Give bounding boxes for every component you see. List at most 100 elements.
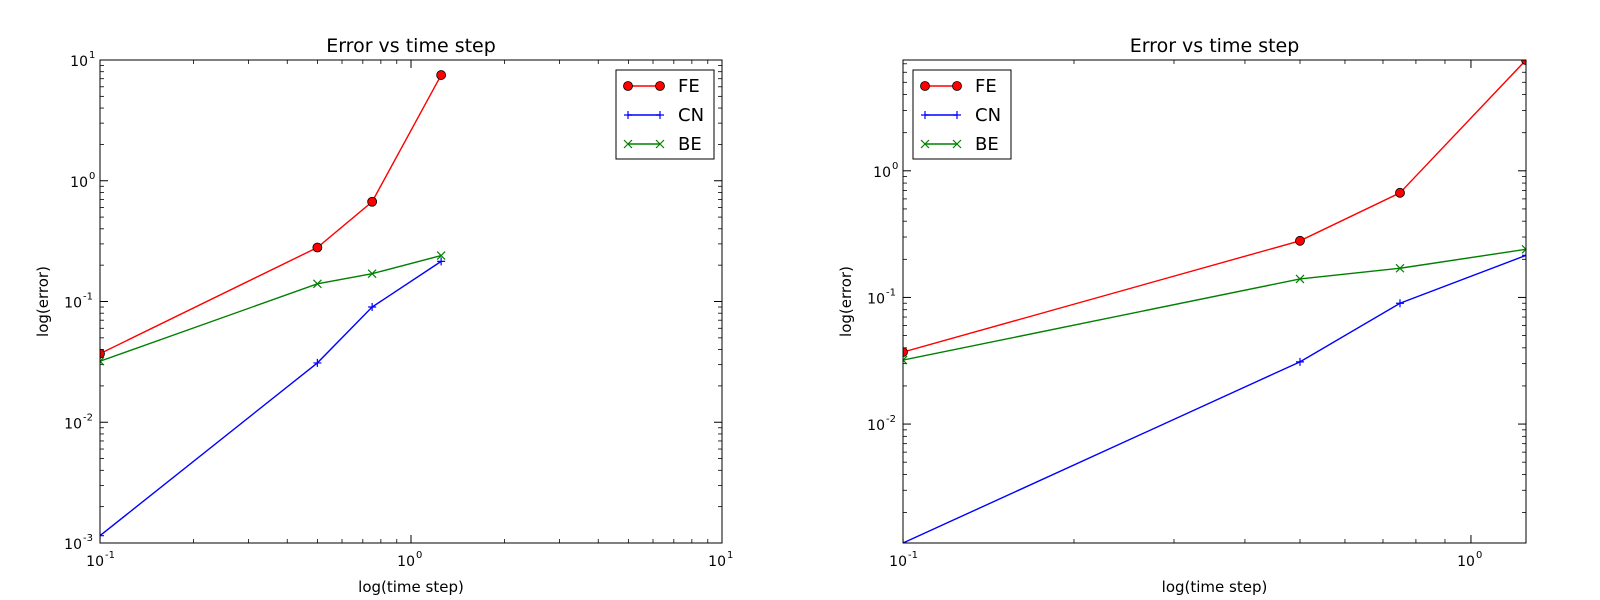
- legend-marker: [952, 139, 962, 149]
- series-cn: [903, 251, 1526, 543]
- y-tick-exp: 1: [89, 50, 95, 61]
- chart-title: Error vs time step: [326, 35, 496, 57]
- data-point-cn: [437, 257, 446, 266]
- series-be: [903, 244, 1526, 365]
- legend-marker: [921, 111, 929, 119]
- legend-label: FE: [678, 76, 700, 97]
- minor-ticks: [100, 60, 722, 543]
- y-tick-base: 10: [70, 54, 88, 70]
- data-point-fe: [1295, 235, 1305, 246]
- data-point-fe: [100, 348, 105, 359]
- legend-marker: [952, 81, 962, 91]
- y-tick-label: 10 0: [873, 161, 898, 181]
- x-tick-exp: 0: [416, 550, 422, 561]
- y-tick-exp: 0: [89, 171, 95, 182]
- y-tick-label: 10 -1: [867, 287, 896, 307]
- data-point-cn: [100, 531, 104, 540]
- legend-label: FE: [975, 76, 997, 97]
- series-group: [100, 70, 447, 540]
- series-cn-line: [100, 260, 442, 537]
- data-point-be: [1295, 274, 1305, 284]
- x-tick-label: 10 0: [397, 550, 422, 570]
- y-tick-label: 10 -2: [867, 414, 896, 434]
- series-group: [903, 60, 1526, 543]
- data-point-be: [1521, 244, 1526, 254]
- legend-item-cn: CN: [921, 105, 1001, 126]
- data-point-fe: [436, 70, 447, 80]
- y-tick-exp: -2: [83, 412, 93, 423]
- x-axis-label: log(time step): [1162, 578, 1268, 596]
- y-axis-label: log(error): [34, 266, 52, 337]
- data-point-fe: [367, 196, 378, 207]
- legend-label: BE: [678, 134, 702, 155]
- y-tick-label: 10 1: [70, 50, 95, 70]
- y-tick-exp: -1: [886, 287, 896, 298]
- x-tick-base: 10: [1457, 554, 1475, 570]
- data-point-fe: [312, 242, 323, 253]
- data-point-cn: [368, 303, 377, 312]
- series-fe-line: [100, 74, 442, 355]
- y-tick-base: 10: [70, 175, 88, 191]
- x-tick-exp: 1: [727, 550, 733, 561]
- data-point-be: [367, 269, 377, 279]
- data-point-fe: [903, 347, 908, 358]
- x-tick-exp: -1: [105, 550, 115, 561]
- x-tick-exp: 0: [1476, 550, 1482, 561]
- y-axis-label: log(error): [837, 266, 855, 337]
- legend-marker: [655, 81, 665, 91]
- data-point-fe: [1521, 60, 1526, 65]
- chart-1: 10 -1 10 0 10 110 -310 -210 -110 010 1 Error vs tim…: [34, 35, 733, 596]
- x-tick-base: 10: [708, 554, 726, 570]
- y-tick-exp: -1: [83, 292, 93, 303]
- legend: FE CN BE: [615, 69, 715, 160]
- legend-marker: [920, 81, 930, 91]
- series-fe: [903, 60, 1526, 358]
- x-tick-label: 10 1: [708, 550, 733, 570]
- minor-ticks: [903, 60, 1526, 543]
- legend-label: BE: [975, 134, 999, 155]
- legend-marker: [655, 139, 665, 149]
- x-tick-label: 10 0: [1457, 550, 1482, 570]
- y-tick-exp: 0: [892, 161, 898, 172]
- y-tick-label: 10 -2: [64, 412, 93, 432]
- y-tick-exp: -2: [886, 414, 896, 425]
- series-fe-line: [903, 60, 1526, 353]
- x-tick-label: 10 -1: [86, 550, 115, 570]
- legend-marker: [953, 111, 961, 119]
- x-tick-exp: -1: [908, 550, 918, 561]
- legend-marker: [624, 111, 632, 119]
- data-point-cn: [1295, 357, 1304, 366]
- legend-item-be: BE: [920, 134, 999, 155]
- data-point-be: [312, 279, 322, 289]
- data-point-fe: [1395, 187, 1405, 198]
- legend-item-cn: CN: [624, 105, 704, 126]
- legend: FE CN BE: [912, 69, 1012, 160]
- series-be: [100, 251, 446, 366]
- legend-item-fe: FE: [920, 76, 997, 97]
- y-tick-base: 10: [867, 418, 885, 434]
- chart-title: Error vs time step: [1130, 35, 1300, 57]
- series-fe: [100, 70, 447, 359]
- y-tick-base: 10: [64, 296, 82, 312]
- x-tick-base: 10: [86, 554, 104, 570]
- legend-item-fe: FE: [623, 76, 700, 97]
- legend-label: CN: [975, 105, 1001, 126]
- data-point-cn: [1522, 251, 1526, 260]
- data-point-cn: [313, 358, 322, 367]
- data-point-cn: [1396, 299, 1404, 308]
- series-be-line: [903, 248, 1526, 361]
- x-axis-label: log(time step): [358, 578, 464, 596]
- legend-marker: [920, 139, 930, 149]
- y-tick-label: 10 0: [70, 171, 95, 191]
- y-tick-base: 10: [867, 291, 885, 307]
- y-tick-exp: -3: [83, 533, 93, 544]
- plot-frame: [99, 59, 723, 544]
- legend-label: CN: [678, 105, 704, 126]
- legend-marker: [623, 139, 633, 149]
- x-tick-base: 10: [889, 554, 907, 570]
- x-tick-base: 10: [397, 554, 415, 570]
- y-tick-base: 10: [873, 165, 891, 181]
- legend-marker: [623, 81, 633, 91]
